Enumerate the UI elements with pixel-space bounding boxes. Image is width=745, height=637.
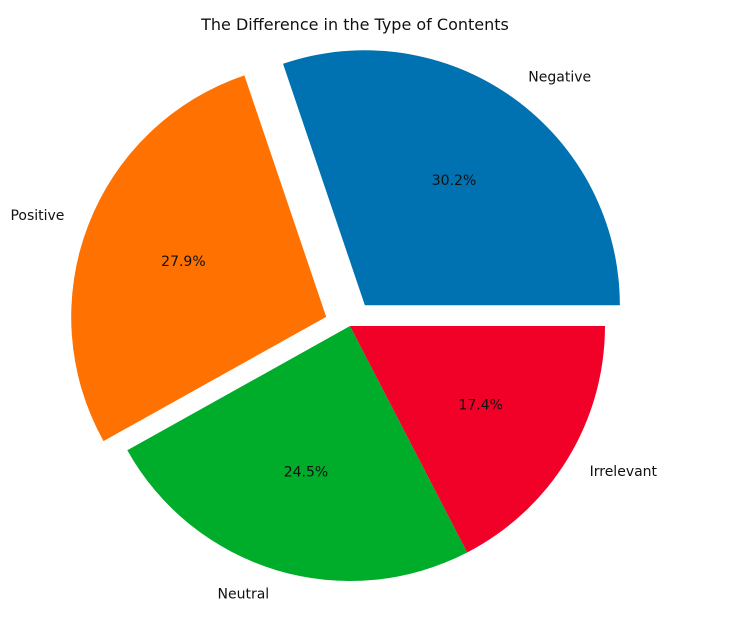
pie-slice-neutral: [127, 326, 468, 581]
slice-label-neutral: Neutral: [218, 587, 270, 603]
pie-slices: [71, 50, 620, 581]
pie-slice-irrelevant: [350, 326, 605, 553]
pct-label-positive: 27.9%: [161, 254, 205, 270]
pct-label-negative: 30.2%: [432, 173, 476, 189]
pct-label-neutral: 24.5%: [284, 465, 328, 481]
pie-slice-positive: [71, 75, 327, 442]
pie-labels: Negative 30.2% Positive 27.9% Neutral 24.5% Ir…: [10, 69, 657, 602]
slice-label-negative: Negative: [528, 69, 591, 85]
slice-label-positive: Positive: [10, 208, 64, 224]
slice-label-irrelevant: Irrelevant: [590, 464, 658, 480]
pct-label-irrelevant: 17.4%: [458, 398, 502, 414]
pie-slice-negative: [283, 50, 620, 306]
chart-title: The Difference in the Type of Contents: [200, 15, 509, 34]
